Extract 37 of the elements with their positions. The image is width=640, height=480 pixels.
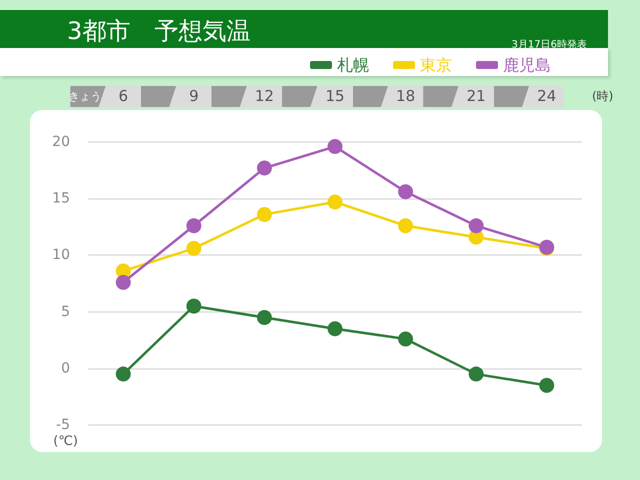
legend-label: 鹿児島: [503, 56, 551, 74]
point: [116, 274, 131, 290]
x-tick-label: 6: [118, 87, 128, 105]
point: [186, 240, 202, 256]
point: [256, 310, 272, 325]
x-tick-label: 21: [466, 87, 486, 105]
x-axis-title: (時): [592, 89, 614, 103]
point: [116, 366, 131, 382]
point: [256, 160, 272, 176]
point: [328, 139, 342, 154]
point: [539, 378, 554, 393]
point: [398, 184, 414, 200]
point: [186, 218, 202, 234]
x-tick-label: 9: [189, 87, 199, 105]
y-tick-label: 10: [52, 247, 70, 264]
chart-title: 3都市 予想気温: [67, 17, 250, 45]
point: [398, 331, 414, 346]
point: [256, 206, 272, 222]
point: [328, 321, 342, 336]
point: [328, 194, 342, 210]
legend-label: 東京: [420, 56, 452, 74]
x-tick-label: 15: [325, 87, 345, 105]
y-tick-label: 15: [52, 190, 70, 207]
y-tick-label: 5: [61, 304, 70, 320]
legend-label: 札幌: [337, 56, 369, 74]
y-tick-label: 20: [52, 134, 70, 150]
point: [186, 298, 202, 314]
x-tick-label: 18: [396, 87, 416, 105]
y-axis-title: (℃): [53, 434, 78, 449]
y-tick-label: -5: [56, 417, 70, 433]
x-tick-label: 24: [537, 87, 556, 105]
point: [468, 218, 484, 234]
text: きょう: [68, 89, 102, 105]
point: [398, 218, 414, 234]
x-tick-label: 12: [254, 87, 274, 105]
y-tick-label: 0: [61, 360, 70, 376]
point: [468, 366, 484, 382]
